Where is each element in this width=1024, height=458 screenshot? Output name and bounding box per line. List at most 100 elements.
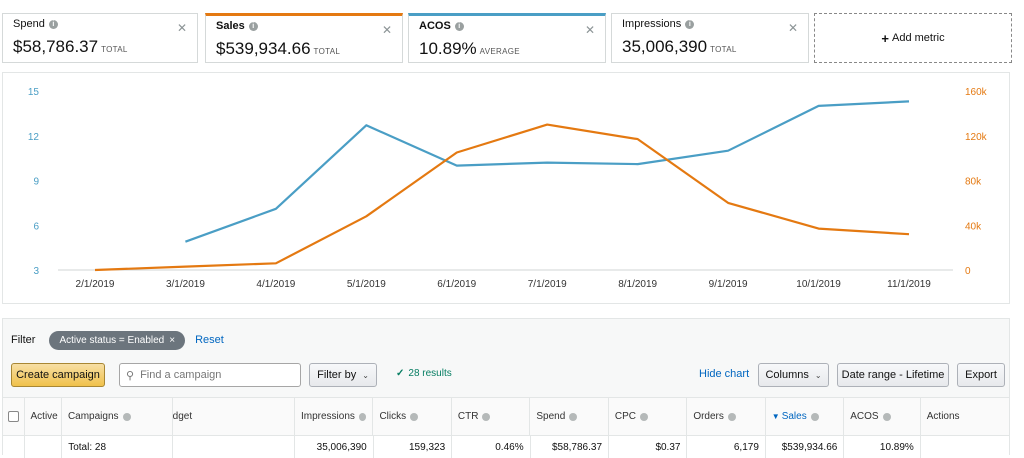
header-orders[interactable]: Orders <box>687 398 765 435</box>
results-label: 28 results <box>408 368 451 379</box>
add-metric-label: Add metric <box>892 32 945 44</box>
filter-row: Filter Active status = Enabled × Reset <box>11 329 224 351</box>
filter-chip[interactable]: Active status = Enabled × <box>49 331 185 350</box>
x-tick-label: 10/1/2019 <box>796 279 841 290</box>
info-icon: i <box>455 22 464 31</box>
x-tick-label: 2/1/2019 <box>76 279 115 290</box>
close-icon[interactable]: ✕ <box>788 21 798 35</box>
header-sales[interactable]: ▼Sales <box>766 398 844 435</box>
x-tick-label: 9/1/2019 <box>709 279 748 290</box>
y-left-tick-label: 15 <box>28 87 40 98</box>
info-icon <box>728 413 736 421</box>
info-icon: i <box>249 22 258 31</box>
header-label: Campaigns <box>68 411 119 422</box>
header-label: Sales <box>782 411 807 422</box>
x-tick-label: 4/1/2019 <box>256 279 295 290</box>
header-label: Spend <box>536 411 565 422</box>
header-label: CTR <box>458 411 479 422</box>
y-left-tick-label: 9 <box>33 177 39 188</box>
add-metric-button[interactable]: + Add metric <box>814 13 1012 63</box>
series-line-acos <box>185 101 909 241</box>
header-clicks[interactable]: Clicks <box>373 398 451 435</box>
metric-name: ACOS <box>419 20 451 32</box>
reset-link[interactable]: Reset <box>195 334 224 346</box>
close-icon[interactable]: × <box>169 335 175 346</box>
info-icon <box>123 413 131 421</box>
y-right-tick-label: 160k <box>965 87 988 98</box>
x-tick-label: 11/1/2019 <box>887 279 931 290</box>
y-right-tick-label: 0 <box>965 266 971 277</box>
header-acos[interactable]: ACOS <box>844 398 921 435</box>
header-ctr[interactable]: CTR <box>452 398 530 435</box>
check-icon: ✓ <box>396 368 404 379</box>
header-budget[interactable]: dget <box>173 398 295 435</box>
chevron-down-icon: ⌄ <box>362 371 369 380</box>
date-range-button[interactable]: Date range - Lifetime <box>837 363 949 387</box>
results-count: ✓ 28 results <box>396 368 452 379</box>
columns-label: Columns <box>765 369 808 381</box>
header-label: Active <box>31 411 58 422</box>
series-line-sales <box>95 125 909 270</box>
search-icon: ⚲ <box>126 369 134 382</box>
campaigns-table: Active Campaigns dget Impressions Clicks… <box>3 397 1009 457</box>
x-tick-label: 7/1/2019 <box>528 279 567 290</box>
metric-value: 35,006,390 <box>622 37 707 56</box>
x-tick-label: 3/1/2019 <box>166 279 205 290</box>
metric-value: $539,934.66 <box>216 39 311 58</box>
close-icon[interactable]: ✕ <box>177 21 187 35</box>
filter-by-dropdown[interactable]: Filter by ⌄ <box>309 363 377 387</box>
table-header: Active Campaigns dget Impressions Clicks… <box>3 398 1009 436</box>
close-icon[interactable]: ✕ <box>585 23 595 37</box>
header-label: dget <box>173 411 192 422</box>
columns-dropdown[interactable]: Columns ⌄ <box>758 363 829 387</box>
x-tick-label: 6/1/2019 <box>437 279 476 290</box>
hide-chart-link[interactable]: Hide chart <box>699 368 749 380</box>
header-label: Orders <box>693 411 724 422</box>
header-active[interactable]: Active <box>25 398 62 435</box>
search-placeholder: Find a campaign <box>140 369 221 381</box>
campaigns-section: Filter Active status = Enabled × Reset C… <box>2 318 1010 455</box>
y-right-tick-label: 40k <box>965 221 982 232</box>
x-tick-label: 8/1/2019 <box>618 279 657 290</box>
info-icon: i <box>49 20 58 29</box>
info-icon <box>640 413 648 421</box>
select-all-checkbox[interactable] <box>8 411 19 422</box>
header-label: Actions <box>927 411 960 422</box>
y-right-tick-label: 120k <box>965 132 988 143</box>
metric-suffix: TOTAL <box>710 45 737 54</box>
header-impressions[interactable]: Impressions <box>295 398 373 435</box>
create-campaign-button[interactable]: Create campaign <box>11 363 105 387</box>
search-input[interactable]: ⚲ Find a campaign <box>119 363 301 387</box>
header-label: Impressions <box>301 411 355 422</box>
toolbar: Create campaign ⚲ Find a campaign Filter… <box>11 363 1005 389</box>
select-all-cell <box>3 398 25 435</box>
info-icon: i <box>685 20 694 29</box>
metric-name: Sales <box>216 20 245 32</box>
metric-suffix: AVERAGE <box>480 47 520 56</box>
close-icon[interactable]: ✕ <box>382 23 392 37</box>
plus-icon: + <box>881 31 889 46</box>
info-icon <box>811 413 819 421</box>
metric-suffix: TOTAL <box>314 47 341 56</box>
info-icon <box>569 413 577 421</box>
header-label: Clicks <box>379 411 406 422</box>
y-left-tick-label: 3 <box>33 266 39 277</box>
export-button[interactable]: Export <box>957 363 1005 387</box>
filter-by-label: Filter by <box>317 369 356 381</box>
header-cpc[interactable]: CPC <box>609 398 687 435</box>
y-left-tick-label: 6 <box>33 221 39 232</box>
info-icon <box>410 413 418 421</box>
y-left-tick-label: 12 <box>28 132 40 143</box>
filter-chip-label: Active status = Enabled <box>59 335 164 346</box>
header-label: CPC <box>615 411 636 422</box>
header-label: ACOS <box>850 411 878 422</box>
header-campaigns[interactable]: Campaigns <box>62 398 173 435</box>
info-icon <box>359 413 367 421</box>
header-spend[interactable]: Spend <box>530 398 608 435</box>
